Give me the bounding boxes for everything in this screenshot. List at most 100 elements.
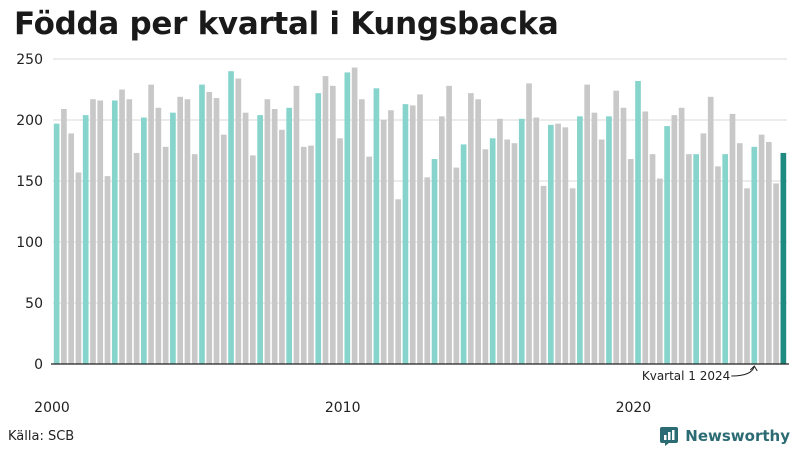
bar xyxy=(598,139,605,364)
bar xyxy=(184,99,191,364)
bar xyxy=(228,71,234,364)
bar xyxy=(715,166,721,364)
bar xyxy=(431,159,438,364)
bar xyxy=(351,67,358,364)
bar xyxy=(511,143,518,364)
bar xyxy=(468,93,474,364)
bar xyxy=(627,159,634,364)
y-axis: 0 50 100 150 200 250 xyxy=(16,52,43,373)
bar xyxy=(518,118,525,364)
bar xyxy=(547,124,554,364)
bar xyxy=(315,93,322,364)
bar xyxy=(758,134,765,364)
bar xyxy=(271,109,278,365)
x-tick-label: 2010 xyxy=(325,400,361,416)
bar xyxy=(82,115,89,365)
bar xyxy=(780,152,787,364)
bar xyxy=(526,83,532,365)
bar xyxy=(613,90,620,364)
bar xyxy=(540,185,547,364)
bar xyxy=(591,112,598,365)
bar xyxy=(693,154,699,364)
bar xyxy=(555,123,561,364)
bar xyxy=(111,100,118,364)
bar xyxy=(257,115,263,365)
bar xyxy=(446,85,452,364)
bar xyxy=(286,107,293,365)
y-tick-label: 150 xyxy=(16,174,43,190)
bar xyxy=(170,112,176,365)
bar xyxy=(90,99,96,364)
bar xyxy=(53,123,60,364)
bar xyxy=(191,154,198,364)
bar xyxy=(395,199,402,364)
bar xyxy=(606,116,612,364)
y-tick-label: 50 xyxy=(25,296,43,312)
bar xyxy=(635,80,641,365)
bar xyxy=(751,146,758,364)
bar xyxy=(707,96,714,364)
bar xyxy=(177,96,184,364)
bar xyxy=(453,167,460,364)
bar xyxy=(141,117,147,364)
annotation-label: Kvartal 1 2024 xyxy=(642,369,730,383)
bar xyxy=(402,104,409,364)
bar xyxy=(584,84,590,365)
newsworthy-icon xyxy=(660,427,679,446)
x-tick-label: 2020 xyxy=(616,400,652,416)
bar xyxy=(722,154,729,364)
bar xyxy=(366,156,372,364)
bar xyxy=(388,110,394,365)
bar xyxy=(220,134,227,364)
bar xyxy=(206,91,213,364)
bar xyxy=(133,152,140,364)
bar xyxy=(562,127,569,364)
source-label: Källa: SCB xyxy=(8,429,75,444)
bar xyxy=(642,111,649,365)
bar xyxy=(213,98,220,364)
bar xyxy=(620,107,627,365)
bar xyxy=(482,149,489,364)
bars xyxy=(53,67,787,365)
bar xyxy=(729,113,736,365)
bar xyxy=(359,99,365,364)
bar xyxy=(773,183,779,364)
x-axis: 2000 2010 2020 xyxy=(34,363,789,416)
bar xyxy=(380,120,387,364)
bar xyxy=(337,138,343,364)
annotation-arrow xyxy=(731,365,758,377)
annotation-group: Kvartal 1 2024 xyxy=(642,365,758,383)
bar xyxy=(126,99,133,364)
bar xyxy=(308,145,314,364)
bar xyxy=(700,133,707,364)
bar xyxy=(649,154,656,364)
bar xyxy=(104,176,111,364)
bar xyxy=(438,116,445,364)
bar xyxy=(664,126,670,364)
bar xyxy=(475,99,481,364)
bar xyxy=(242,112,249,365)
bar xyxy=(322,76,329,364)
bar xyxy=(264,99,271,364)
bar xyxy=(489,138,496,364)
bar xyxy=(68,133,75,364)
bar xyxy=(577,116,583,364)
bar xyxy=(148,84,154,365)
bar xyxy=(533,117,540,364)
y-tick-label: 0 xyxy=(34,357,43,373)
bar xyxy=(417,94,423,364)
bar xyxy=(678,107,685,365)
bar xyxy=(656,178,663,364)
x-tick-label: 2000 xyxy=(34,400,70,416)
y-tick-label: 200 xyxy=(16,113,43,129)
bar xyxy=(497,118,503,364)
bar xyxy=(373,88,380,364)
brand-logo[interactable]: Newsworthy xyxy=(659,426,790,446)
y-tick-label: 100 xyxy=(16,235,43,251)
bar xyxy=(686,154,692,364)
bar xyxy=(199,84,205,365)
bar xyxy=(250,155,256,364)
bar xyxy=(329,85,336,364)
bar xyxy=(409,105,416,365)
